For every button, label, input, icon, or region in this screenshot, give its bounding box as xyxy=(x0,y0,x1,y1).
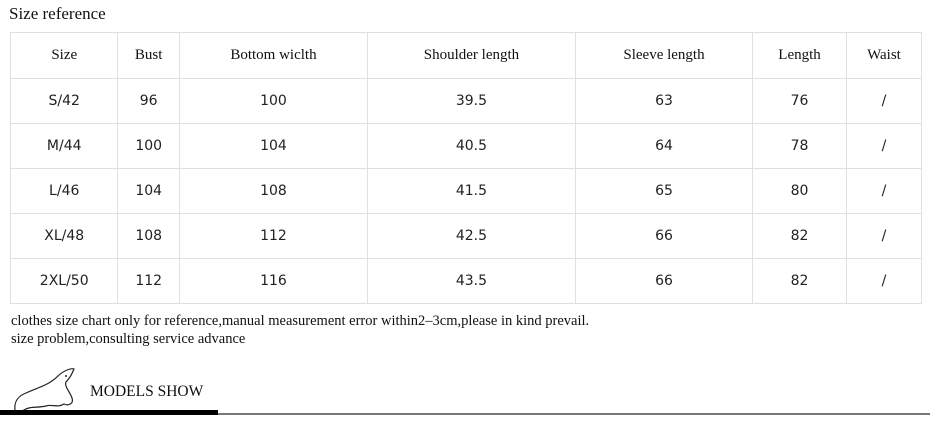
table-cell: 104 xyxy=(117,168,180,214)
table-row: S/42 96 100 39.5 63 76/ xyxy=(9,78,923,124)
table-cell: 116 xyxy=(178,258,369,304)
table-cell: 78 xyxy=(752,123,847,169)
note-line-1: clothes size chart only for reference,ma… xyxy=(11,313,590,329)
table-cell: 64 xyxy=(574,123,754,169)
column-header: Waist xyxy=(845,32,923,79)
size-table: Size Bust Bottom wiclth Shoulder length Slee… xyxy=(9,32,923,304)
table-cell: 40.5 xyxy=(367,123,576,169)
table-cell: 66 xyxy=(574,213,754,259)
table-cell: S/42 xyxy=(9,78,119,124)
table-cell: 65 xyxy=(574,168,754,214)
note-line-2: size problem,consulting service advance xyxy=(11,331,246,347)
table-cell: XL/48 xyxy=(9,213,119,259)
table-header-row: Size Bust Bottom wiclth Shoulder length Slee… xyxy=(9,32,923,79)
table-cell: 96 xyxy=(117,78,180,124)
table-cell: 100 xyxy=(178,78,369,124)
section-heading: MODELS SHOW xyxy=(90,383,204,400)
column-header: Length xyxy=(752,32,847,79)
table-cell: 80 xyxy=(752,168,847,214)
table-cell: 39.5 xyxy=(367,78,576,124)
column-header: Shoulder length xyxy=(367,32,576,79)
table-cell: 42.5 xyxy=(367,213,576,259)
table-cell: 104 xyxy=(178,123,369,169)
table-cell: 108 xyxy=(117,213,180,259)
table-cell: 82 xyxy=(752,213,847,259)
table-cell: 2XL/50 xyxy=(9,258,119,304)
table-cell: / xyxy=(845,213,923,259)
table-cell: / xyxy=(845,78,923,124)
table-cell: / xyxy=(845,258,923,304)
divider xyxy=(218,413,930,415)
table-cell: 66 xyxy=(574,258,754,304)
rat-mascot-icon xyxy=(14,368,75,413)
table-cell: 112 xyxy=(178,213,369,259)
table-cell: / xyxy=(845,168,923,214)
table-cell: 100 xyxy=(117,123,180,169)
table-cell: 76 xyxy=(752,78,847,124)
table-cell: 108 xyxy=(178,168,369,214)
table-cell: 41.5 xyxy=(367,168,576,214)
table-row: L/46 104 108 41.5 65 80/ xyxy=(9,168,923,214)
column-header: Sleeve length xyxy=(574,32,754,79)
table-row: M/44 100 104 40.5 64 78/ xyxy=(9,123,923,169)
table-cell: 82 xyxy=(752,258,847,304)
table-cell: M/44 xyxy=(9,123,119,169)
page-title: Size reference xyxy=(9,4,106,23)
table-row: XL/48 108 112 42.5 66 82/ xyxy=(9,213,923,259)
column-header: Bust xyxy=(117,32,180,79)
table-cell: 63 xyxy=(574,78,754,124)
table-cell: 43.5 xyxy=(367,258,576,304)
column-header: Bottom wiclth xyxy=(178,32,369,79)
heading-underline-bar xyxy=(0,410,218,415)
table-cell: L/46 xyxy=(9,168,119,214)
column-header: Size xyxy=(9,32,119,79)
table-row: 2XL/50 112 116 43.5 66 82/ xyxy=(9,258,923,304)
table-cell: / xyxy=(845,123,923,169)
table-cell: 112 xyxy=(117,258,180,304)
